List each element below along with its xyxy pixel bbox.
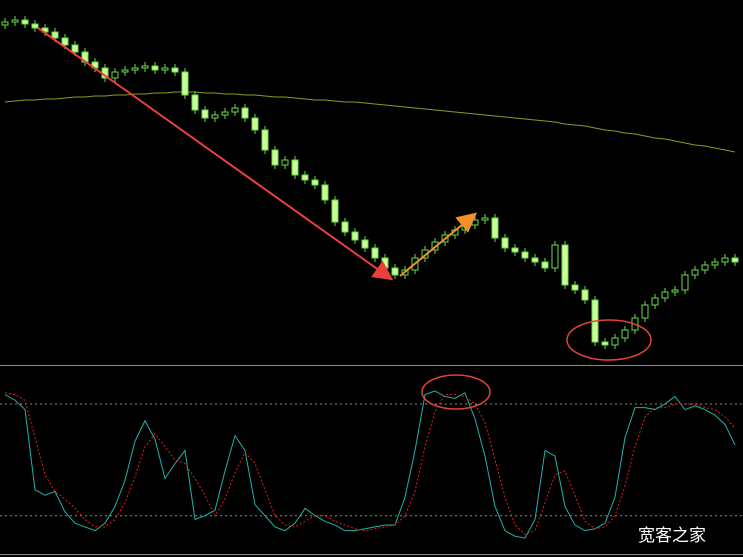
candle-body bbox=[301, 174, 309, 181]
candle-body bbox=[701, 264, 709, 271]
candle-body bbox=[331, 199, 339, 223]
candle-body bbox=[291, 159, 299, 176]
candle-body bbox=[661, 291, 669, 299]
highlight-ellipse bbox=[421, 374, 491, 410]
candle-body bbox=[51, 31, 59, 39]
candle-body bbox=[281, 159, 289, 166]
candle-body bbox=[321, 184, 329, 201]
candle-body bbox=[551, 244, 559, 269]
candle-body bbox=[511, 247, 519, 253]
trend-arrow bbox=[399, 212, 478, 277]
candle-body bbox=[621, 329, 629, 339]
candle-body bbox=[471, 219, 479, 226]
indicator-line bbox=[4, 390, 736, 539]
candle-body bbox=[561, 244, 569, 286]
candle-body bbox=[601, 341, 609, 346]
candle-body bbox=[341, 221, 349, 233]
candle-body bbox=[371, 247, 379, 259]
candle-body bbox=[521, 251, 529, 259]
candle-body bbox=[381, 257, 389, 269]
candle-body bbox=[201, 109, 209, 119]
candle-body bbox=[461, 224, 469, 231]
candle-body bbox=[111, 71, 119, 79]
highlight-ellipse bbox=[566, 319, 652, 361]
candle-body bbox=[571, 284, 579, 291]
candle-body bbox=[181, 71, 189, 96]
indicator-line bbox=[4, 91, 736, 153]
candle-body bbox=[721, 257, 729, 263]
candle-body bbox=[21, 19, 29, 25]
trend-arrow bbox=[37, 27, 394, 281]
candle-body bbox=[711, 261, 719, 266]
candle-body bbox=[611, 337, 619, 346]
candle-body bbox=[221, 111, 229, 116]
candle-body bbox=[271, 149, 279, 166]
candle-body bbox=[1, 21, 9, 26]
candle-body bbox=[31, 23, 39, 29]
candle-body bbox=[541, 261, 549, 269]
candle-body bbox=[681, 274, 689, 291]
candle-body bbox=[171, 67, 179, 73]
candle-body bbox=[151, 65, 159, 71]
candle-body bbox=[641, 304, 649, 319]
candle-body bbox=[481, 217, 489, 221]
candle-body bbox=[581, 289, 589, 301]
candle-body bbox=[261, 129, 269, 151]
candle-body bbox=[731, 257, 739, 263]
candle-body bbox=[231, 107, 239, 113]
candle-body bbox=[501, 237, 509, 249]
candle-body bbox=[391, 267, 399, 276]
candle-body bbox=[161, 67, 169, 71]
candle-body bbox=[11, 19, 19, 23]
candle-body bbox=[311, 179, 319, 186]
candle-body bbox=[531, 257, 539, 263]
candle-body bbox=[671, 289, 679, 293]
candle-body bbox=[71, 44, 79, 53]
candle-body bbox=[121, 69, 129, 73]
candle-body bbox=[131, 67, 139, 71]
watermark: 宽客之家 bbox=[638, 526, 706, 546]
candle-body bbox=[251, 117, 259, 131]
candle-body bbox=[361, 239, 369, 249]
candle-body bbox=[491, 217, 499, 239]
candle-body bbox=[691, 269, 699, 276]
candle-body bbox=[651, 297, 659, 306]
candle-body bbox=[141, 65, 149, 69]
candle-body bbox=[351, 231, 359, 241]
candle-body bbox=[61, 37, 69, 46]
candle-body bbox=[241, 107, 249, 119]
candle-body bbox=[191, 94, 199, 111]
candle-body bbox=[211, 114, 219, 119]
